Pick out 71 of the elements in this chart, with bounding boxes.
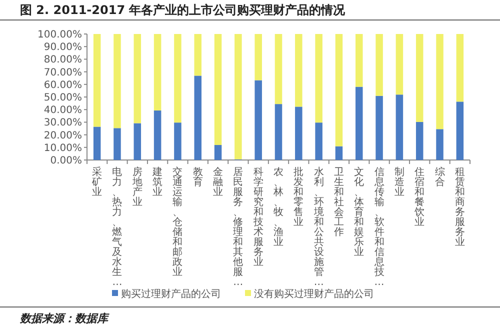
bar (356, 86, 363, 160)
legend-label: 购买过理财产品的公司 (121, 288, 221, 300)
bar (356, 34, 363, 87)
category-label: 电力、热力、燃气及水生… (112, 167, 122, 288)
y-tick-label: 10.00% (44, 142, 82, 154)
bar (274, 104, 282, 160)
x-tick-label: 建筑业 (152, 166, 163, 198)
bar (134, 34, 142, 124)
bar (315, 34, 322, 123)
bar (93, 126, 101, 160)
bar (436, 129, 444, 160)
bar (396, 94, 404, 160)
bar (174, 122, 182, 160)
chart-title: 图 2. 2011-2017 年各产业的上市公司购买理财产品的情况 (20, 3, 346, 17)
x-tick-label: 金融业 (213, 166, 224, 198)
bar (194, 34, 202, 76)
bar (134, 123, 142, 160)
y-tick-label: 30.00% (44, 118, 82, 129)
bar (93, 34, 101, 127)
x-tick-label: 综合 (434, 166, 445, 188)
bar (274, 34, 282, 104)
y-tick-label: 100.00% (38, 30, 82, 40)
category-label: 科学研究和技术服务业 (253, 167, 264, 268)
x-tick-label: 房地产业 (131, 166, 142, 208)
category-label: 水利、环境和公共设施管… (314, 167, 324, 288)
x-tick-label: 农、林、牧、渔业 (272, 167, 284, 248)
bar (456, 34, 464, 102)
bar (335, 146, 343, 160)
bar (154, 34, 162, 110)
legend-label: 没有购买过理财产品的公司 (254, 288, 374, 300)
y-tick-label: 90.00% (44, 42, 82, 54)
category-label: 交通运输、仓储和邮政业 (172, 167, 183, 278)
y-tick-label: 20.00% (44, 130, 82, 142)
bar (214, 34, 222, 146)
category-label: 信息传输、软件和信息技… (374, 167, 384, 288)
y-tick-label: 40.00% (44, 105, 82, 116)
y-tick-label: 80.00% (44, 54, 82, 66)
y-tick-label: 50.00% (44, 92, 82, 104)
bar (335, 34, 343, 146)
bar (194, 76, 202, 160)
bar (295, 106, 302, 160)
x-tick-label: 住宿和餐饮业 (414, 167, 425, 228)
category-label: 文化、体育和娱乐业 (354, 167, 364, 258)
x-tick-label: 租赁和商务服务业 (454, 167, 465, 248)
bar (114, 128, 121, 160)
bar (114, 34, 121, 128)
bar (436, 34, 444, 130)
x-tick-label: 卫生和社会工作 (332, 167, 344, 238)
source-note: 数据来源：数据库 (19, 312, 110, 325)
bar (214, 145, 222, 160)
bar (295, 34, 302, 107)
bar (234, 34, 242, 160)
bar (456, 102, 464, 160)
bar (396, 34, 404, 95)
bar (174, 34, 182, 123)
bar (416, 34, 424, 122)
bar (416, 122, 424, 160)
bar (254, 80, 262, 160)
bar (254, 34, 262, 80)
category-label: 居民服务、修理和其他服… (233, 167, 244, 288)
bar (376, 96, 383, 160)
bar (315, 122, 322, 160)
y-tick-label: 60.00% (44, 80, 82, 91)
x-tick-label: 批发和零售业 (294, 166, 304, 228)
y-tick-label: 0.00% (50, 156, 82, 166)
y-tick-label: 70.00% (44, 67, 82, 78)
x-tick-label: 教育 (192, 167, 203, 188)
bar (376, 34, 383, 96)
bar (154, 110, 162, 160)
x-tick-label: 采矿业 (91, 166, 102, 198)
x-tick-label: 制造业 (394, 166, 404, 198)
